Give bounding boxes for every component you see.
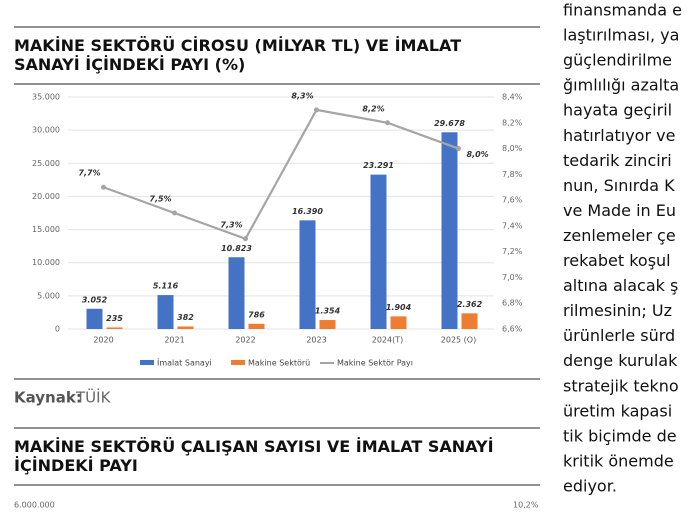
y2-tick-label: 8,2% [502, 118, 523, 127]
second-chart-tick: 10,2% [513, 501, 539, 510]
y2-tick-label: 7,2% [502, 247, 523, 256]
second-title: MAKİNE SEKTÖRÜ ÇALIŞAN SAYISI VE İMALAT … [14, 437, 494, 475]
value-label: 23.291 [363, 161, 394, 170]
body-text: ediyor. [563, 476, 617, 495]
value-label: 8,3% [291, 91, 313, 100]
value-label: 16.390 [292, 207, 323, 216]
x-tick-label: 2025 (O) [441, 336, 476, 345]
body-text: rilmesinin; Uz [563, 301, 672, 320]
body-text: denge kurulak [563, 351, 678, 370]
bar [228, 257, 245, 329]
body-text: üretim kapasi [563, 401, 672, 420]
bar [177, 326, 194, 329]
body-text: rekabet koşul [563, 251, 671, 270]
y-tick-label: 35.000 [32, 93, 60, 102]
x-tick-label: 2021 [164, 336, 184, 345]
legend-label: Makine Sektörü [248, 359, 310, 368]
line-point [314, 107, 319, 113]
x-tick-label: 2020 [93, 336, 113, 345]
value-label: 7,3% [220, 220, 242, 229]
y2-tick-label: 7,0% [502, 273, 523, 282]
y-tick-label: 10.000 [32, 258, 60, 267]
y2-tick-label: 7,6% [502, 196, 523, 205]
value-label: 1.354 [315, 307, 341, 316]
legend-label: İmalat Sanayi [157, 358, 212, 368]
chart-title: MAKİNE SEKTÖRÜ CİROSU (MİLYAR TL) VE İMA… [14, 36, 462, 74]
line-point [172, 210, 177, 216]
body-text: laştırılması, ya [563, 26, 679, 45]
bar [157, 295, 174, 329]
value-label: 235 [106, 314, 123, 323]
body-text: ğımlılığı azalta [563, 76, 679, 95]
y2-tick-label: 8,4% [502, 93, 523, 102]
x-tick-label: 2024(T) [372, 336, 404, 345]
x-tick-label: 2022 [235, 336, 255, 345]
line-point [385, 120, 390, 126]
bar [461, 313, 478, 329]
body-text: ürünlerle sürd [563, 326, 675, 345]
bar [319, 320, 336, 329]
body-text: stratejik tekno [563, 376, 679, 395]
value-label: 7,7% [78, 169, 100, 178]
y-tick-label: 20.000 [32, 192, 60, 201]
value-label: 8,2% [362, 104, 384, 113]
value-label: 8,0% [467, 150, 489, 159]
value-label: 1.904 [386, 303, 412, 312]
value-label: 382 [177, 313, 194, 322]
body-text: hatırlatıyor ve [563, 126, 675, 145]
second-chart-tick: 6.000.000 [14, 501, 55, 510]
body-text: tik biçimde de [563, 426, 677, 445]
x-tick-label: 2023 [306, 336, 326, 345]
y2-tick-label: 6,6% [502, 325, 523, 334]
body-text: altına alacak ş [563, 276, 678, 295]
source-label: Kaynak: [14, 389, 82, 407]
value-label: 10.823 [221, 244, 252, 253]
line-point [243, 236, 248, 242]
y2-tick-label: 8,0% [502, 144, 523, 153]
body-text: tedarik zinciri [563, 151, 672, 170]
y-tick-label: 30.000 [32, 126, 60, 135]
legend-swatch [140, 360, 154, 365]
value-label: 5.116 [153, 282, 179, 291]
body-text: kritik önemde [563, 451, 674, 470]
body-text: ve Made in Eu [563, 201, 676, 220]
y-tick-label: 5.000 [37, 291, 60, 300]
value-label: 786 [248, 310, 265, 319]
bar [390, 316, 407, 329]
bar [106, 327, 123, 329]
legend-swatch [231, 360, 245, 365]
line-point [456, 146, 461, 152]
value-label: 3.052 [82, 295, 108, 304]
source-value: TÜİK [75, 388, 112, 407]
y-tick-label: 0 [55, 325, 60, 334]
y-tick-label: 15.000 [32, 225, 60, 234]
body-text: hayata geçiril [563, 101, 672, 120]
body-text: finansmanda e [563, 1, 682, 20]
body-text: zenlemeler çe [563, 226, 676, 245]
bar [299, 220, 316, 329]
bar [441, 132, 458, 329]
value-label: 2.362 [457, 300, 483, 309]
y2-tick-label: 7,4% [502, 221, 523, 230]
bar [248, 323, 265, 329]
line [103, 108, 459, 241]
y-tick-label: 25.000 [32, 159, 60, 168]
line-point [101, 184, 106, 190]
body-text: güçlendirilme [563, 51, 672, 70]
y2-tick-label: 7,8% [502, 170, 523, 179]
legend-label: Makine Sektör Payı [337, 359, 413, 368]
bar [86, 308, 103, 329]
value-label: 7,5% [149, 195, 171, 204]
y2-tick-label: 6,8% [502, 299, 523, 308]
bar [370, 174, 387, 329]
body-text: nun, Sınırda K [563, 176, 675, 195]
value-label: 29.678 [434, 119, 465, 128]
